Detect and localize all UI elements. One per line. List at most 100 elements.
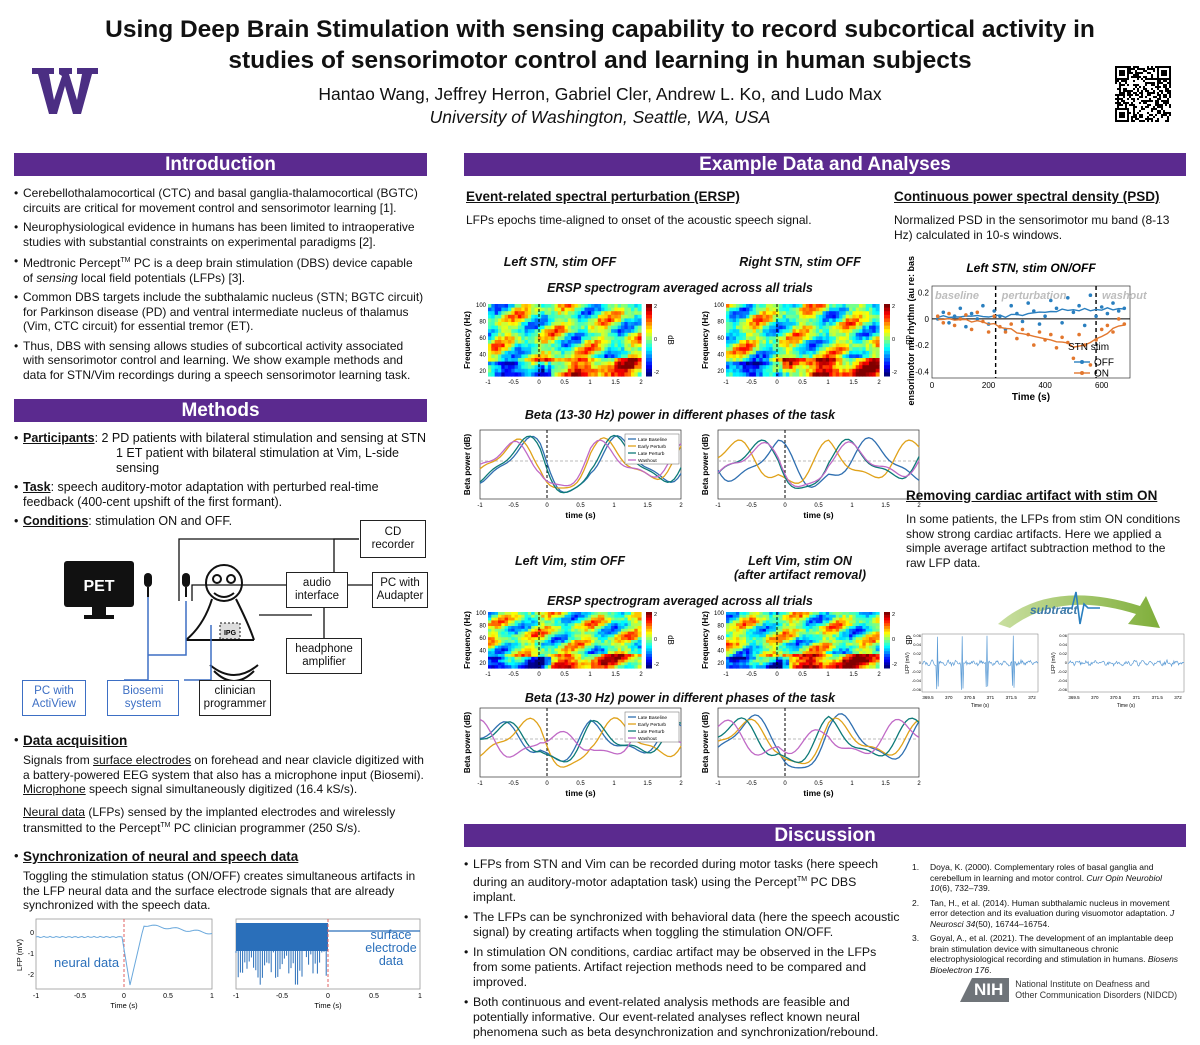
vim-spectrogram-right: 100 80 60 40 20 -1 -0.5 0 0.5 1 1.5 2 Frequency (Hz)… (700, 608, 915, 684)
svg-text:371: 371 (1133, 695, 1141, 700)
example-heading: Example Data and Analyses (464, 153, 1186, 176)
psd-point-off (958, 306, 963, 311)
psd-point-on (1060, 335, 1064, 340)
svg-text:2: 2 (654, 304, 657, 310)
svg-text:0.5: 0.5 (814, 503, 823, 509)
svg-text:370: 370 (1091, 695, 1099, 700)
svg-text:dB: dB (666, 635, 675, 645)
vim-spectrogram-left: 100 80 60 40 20 -1 -0.5 0 0.5 1 1.5 2 Frequency (Hz)… (462, 608, 677, 684)
surface-plot-svg: -1 -0.5 0 0.5 1 Time (s) (233, 918, 422, 1010)
data-acquisition: • Data acquisition Signals from surface e… (14, 732, 424, 835)
psd-point-off (1009, 303, 1013, 308)
svg-text:-1: -1 (715, 781, 721, 787)
svg-text:Frequency (Hz): Frequency (Hz) (701, 611, 710, 669)
svg-text:100: 100 (476, 303, 487, 309)
participants-label: Participants (23, 431, 95, 445)
beta-plot-svg: -1 -0.5 0 0.5 1 1.5 2 time (s) Beta power (dB) La… (463, 707, 683, 798)
svg-text:2: 2 (917, 781, 921, 787)
psd-point-off (1032, 309, 1036, 313)
psd-point-on (947, 311, 951, 316)
psd-ylabel: PSD sensorimotor mu rhythm (au re: basel… (906, 256, 916, 406)
svg-text:-0.5: -0.5 (508, 380, 519, 386)
svg-text:1: 1 (612, 503, 616, 509)
psd-chart-title: Left STN, stim ON/OFF (966, 261, 1096, 275)
svg-text:60: 60 (717, 336, 724, 342)
svg-text:-0.02: -0.02 (1058, 669, 1068, 674)
svg-text:1: 1 (210, 993, 214, 1000)
beta-plot-svg: -1 -0.5 0 0.5 1 1.5 2 time (s) Beta power (dB) (701, 707, 921, 798)
stn-spectrogram-left: 100 80 60 40 20 -1 -0.5 0 0.5 1 1.5 2 Frequency (Hz)… (462, 300, 677, 392)
svg-text:0.5: 0.5 (798, 672, 807, 678)
svg-text:LFP (mV): LFP (mV) (1051, 652, 1057, 674)
svg-text:370: 370 (945, 695, 953, 700)
participants-line2: 1 ET patient with bilateral stimulation … (116, 446, 400, 475)
svg-text:-0.5: -0.5 (508, 672, 519, 678)
methods-body: • Participants: 2 PD patients with bilate… (14, 431, 426, 528)
svg-text:0.5: 0.5 (814, 781, 823, 787)
svg-text:60: 60 (717, 636, 724, 642)
stn-beta-left: -1 -0.5 0 0.5 1 1.5 2 time (s) Beta power (dB) La… (462, 426, 687, 521)
svg-text:372: 372 (1174, 695, 1182, 700)
svg-text:100: 100 (714, 611, 725, 617)
psd-point-on (952, 323, 957, 328)
svg-text:0: 0 (919, 660, 922, 665)
surface-data-plot: -1 -0.5 0 0.5 1 Time (s) surface electro… (222, 915, 427, 1010)
svg-text:2: 2 (877, 380, 881, 386)
discussion-bullet: In stimulation ON conditions, cardiac ar… (464, 945, 900, 990)
svg-text:-1: -1 (715, 503, 721, 509)
svg-text:0.02: 0.02 (913, 651, 922, 656)
svg-text:time (s): time (s) (565, 788, 595, 798)
psd-point-off (941, 310, 946, 315)
psd-point-on (1032, 343, 1036, 347)
svg-text:Washout: Washout (638, 458, 657, 464)
psd-ytick: -0.2 (915, 341, 929, 350)
neural-data-plot: neural data 0 -1 -2 -1 -0.5 0 0.5 1 Time… (14, 915, 219, 1010)
svg-text:LFP (mV): LFP (mV) (15, 939, 24, 971)
svg-text:0: 0 (30, 930, 34, 937)
psd-point-on (992, 314, 996, 318)
artifact-title: Removing cardiac artifact with stim ON (906, 488, 1158, 503)
svg-text:1.5: 1.5 (611, 672, 620, 678)
phase-label: perturbation (1001, 290, 1067, 302)
qr-code[interactable] (1115, 66, 1171, 122)
psd-ytick: 0 (925, 315, 930, 324)
psd-point-on (1111, 330, 1115, 334)
lfp-raw-plot: 369.5 370 370.5 371 371.5 372 0.06 0.04 0.02 0 -0.… (904, 630, 1044, 712)
beta-plot-svg: -1 -0.5 0 0.5 1 1.5 2 time (s) Beta power (dB) La… (463, 429, 683, 520)
psd-point-off (1054, 306, 1059, 311)
svg-text:Late Baseline: Late Baseline (638, 715, 667, 721)
psd-xtick: 200 (982, 381, 996, 390)
svg-text:0: 0 (783, 503, 787, 509)
ersp-title: Event-related spectral perturbation (ERS… (466, 189, 740, 204)
svg-text:0: 0 (122, 993, 126, 1000)
artifact-desc: In some patients, the LFPs from stim ON … (906, 512, 1181, 570)
svg-text:2: 2 (917, 503, 921, 509)
svg-text:-0.06: -0.06 (1058, 687, 1068, 692)
svg-text:Frequency (Hz): Frequency (Hz) (701, 311, 710, 369)
svg-text:IPG: IPG (224, 630, 237, 637)
svg-text:-1: -1 (233, 993, 239, 1000)
psd-xtick: 0 (930, 381, 935, 390)
svg-text:-1: -1 (485, 672, 491, 678)
svg-text:0: 0 (326, 993, 330, 1000)
psd-xlabel: Time (s) (1012, 392, 1050, 403)
svg-text:0.5: 0.5 (576, 503, 585, 509)
psd-chart: Left STN, stim ON/OFF baseline perturbatio… (902, 232, 1184, 431)
intro-bullet: Thus, DBS with sensing allows studies of… (14, 339, 424, 383)
svg-text:Early Perturb: Early Perturb (638, 444, 666, 450)
psd-point-off (981, 303, 985, 308)
psd-point-on (935, 314, 940, 318)
svg-text:369.5: 369.5 (922, 695, 934, 700)
uw-w-icon (32, 68, 98, 114)
svg-text:370.5: 370.5 (964, 695, 976, 700)
psd-point-on (1015, 336, 1019, 341)
psd-desc: Normalized PSD in the sensorimotor mu ba… (894, 213, 1170, 242)
psd-point-off (1071, 310, 1076, 315)
svg-text:-1: -1 (477, 503, 483, 509)
svg-text:1: 1 (588, 380, 592, 386)
diagram-connectors: PET IPG (64, 538, 374, 682)
psd-point-off (1026, 301, 1030, 305)
affiliation: University of Washington, Seattle, WA, U… (429, 107, 771, 127)
